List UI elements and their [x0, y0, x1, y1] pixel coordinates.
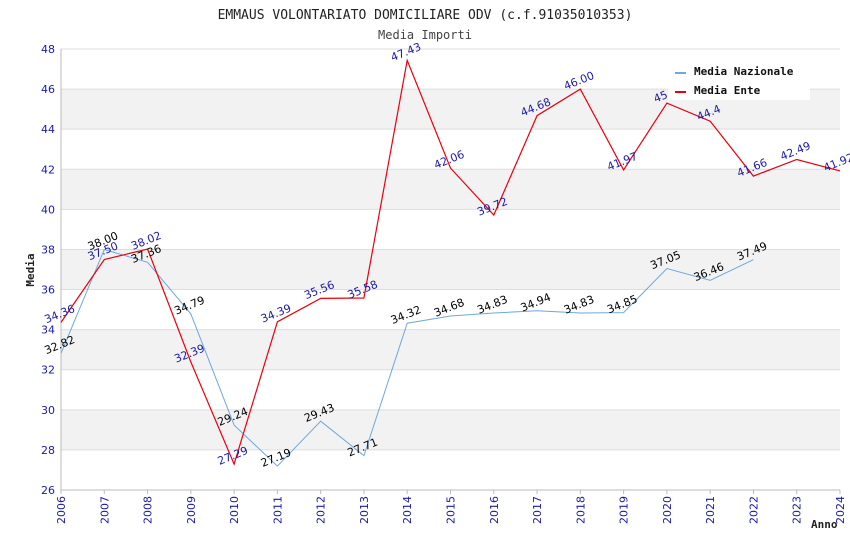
x-tick-label: 2021 — [704, 496, 717, 524]
legend-label-media-ente: Media Ente — [694, 84, 761, 97]
axes — [60, 49, 841, 494]
y-tick-label: 32 — [41, 364, 55, 377]
chart-title: EMMAUS VOLONTARIATO DOMICILIARE ODV (c.f… — [218, 8, 633, 23]
x-tick-label: 2007 — [98, 496, 111, 524]
x-tick-label: 2008 — [142, 496, 155, 524]
y-tick-label: 40 — [41, 203, 55, 216]
series-line-media-nazionale — [60, 248, 754, 467]
y-tick-label: 46 — [41, 83, 55, 96]
chart-subtitle: Media Importi — [378, 28, 472, 42]
legend-label-media-nazionale: Media Nazionale — [694, 65, 794, 78]
legend: Media Nazionale Media Ente — [668, 61, 810, 100]
x-tick-labels: 2006 2007 2008 2009 2010 2011 2012 2013 2014 2015… — [55, 496, 847, 524]
data-label: 42.06 — [432, 148, 466, 172]
series-lines — [60, 58, 841, 467]
x-tick-label: 2011 — [271, 496, 284, 524]
grid-bands — [61, 89, 840, 450]
x-tick-label: 2012 — [315, 496, 328, 524]
y-tick-label: 44 — [41, 123, 55, 136]
x-tick-label: 2020 — [661, 496, 674, 524]
grid-band — [61, 169, 840, 210]
y-tick-label: 34 — [41, 324, 55, 337]
y-tick-label: 28 — [41, 444, 55, 457]
x-tick-label: 2014 — [401, 496, 414, 524]
x-tick-label: 2017 — [531, 496, 544, 524]
data-label: 34.79 — [172, 294, 206, 318]
y-tick-label: 26 — [41, 484, 55, 497]
y-tick-label: 48 — [41, 43, 55, 56]
x-tick-label: 2022 — [747, 496, 760, 524]
x-tick-label: 2009 — [185, 496, 198, 524]
x-axis-label: Anno — [811, 518, 838, 531]
data-label: 47.43 — [389, 40, 423, 64]
grid-band — [61, 409, 840, 450]
x-tick-label: 2015 — [445, 496, 458, 524]
data-label: 34.36 — [43, 302, 77, 326]
x-tick-label: 2010 — [228, 496, 241, 524]
gridlines — [61, 48, 840, 451]
series-line-media-ente — [60, 58, 841, 466]
data-label: 34.39 — [259, 302, 293, 326]
x-tick-label: 2006 — [55, 496, 68, 524]
x-tick-label: 2023 — [791, 496, 804, 524]
legend-background — [668, 61, 810, 100]
y-tick-labels: 26 28 30 32 34 36 38 40 42 44 46 48 — [41, 43, 55, 497]
y-axis-label: Media — [24, 253, 37, 286]
x-tick-label: 2024 — [834, 496, 847, 524]
y-tick-label: 36 — [41, 284, 55, 297]
x-tick-label: 2019 — [618, 496, 631, 524]
y-tick-label: 42 — [41, 163, 55, 176]
x-tick-label: 2018 — [574, 496, 587, 524]
x-tick-label: 2013 — [358, 496, 371, 524]
y-tick-label: 30 — [41, 404, 55, 417]
x-tick-label: 2016 — [488, 496, 501, 524]
data-label: 34.32 — [389, 303, 423, 327]
grid-band — [61, 249, 840, 290]
y-tick-label: 38 — [41, 243, 55, 256]
